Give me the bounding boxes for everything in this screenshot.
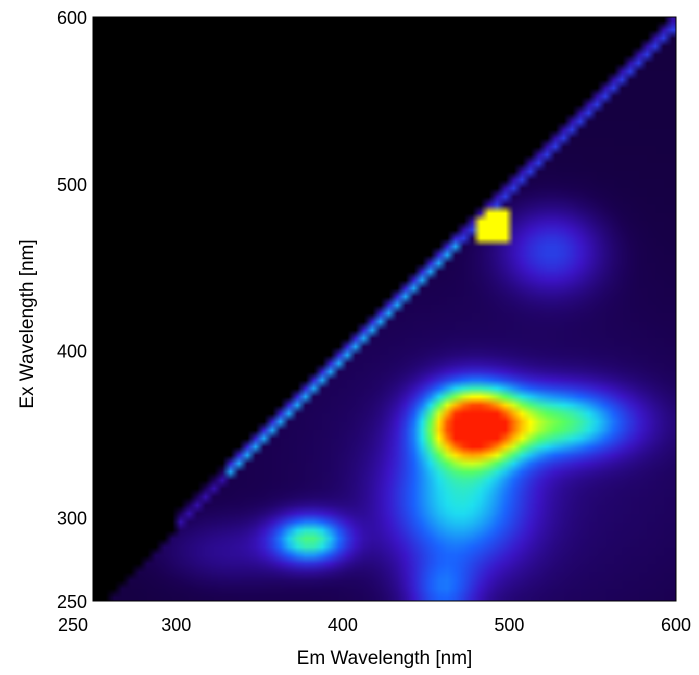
x-tick-label: 250 bbox=[58, 615, 88, 635]
plot-frame bbox=[92, 16, 677, 602]
y-tick-label: 500 bbox=[57, 175, 87, 195]
y-axis-label: Ex Wavelength [nm] bbox=[17, 239, 38, 408]
y-axis-ticks: 250 300 400 500 600 bbox=[57, 8, 87, 612]
x-tick-label: 500 bbox=[494, 615, 524, 635]
x-tick-label: 300 bbox=[161, 615, 191, 635]
y-tick-label: 250 bbox=[57, 592, 87, 612]
x-axis-ticks: 250 300 400 500 600 bbox=[58, 615, 691, 635]
x-tick-label: 400 bbox=[328, 615, 358, 635]
x-axis-label: Em Wavelength [nm] bbox=[297, 648, 473, 669]
y-tick-label: 600 bbox=[57, 8, 87, 28]
x-tick-label: 600 bbox=[661, 615, 691, 635]
y-tick-label: 400 bbox=[57, 342, 87, 362]
heatmap-image bbox=[93, 17, 676, 601]
y-tick-label: 300 bbox=[57, 509, 87, 529]
